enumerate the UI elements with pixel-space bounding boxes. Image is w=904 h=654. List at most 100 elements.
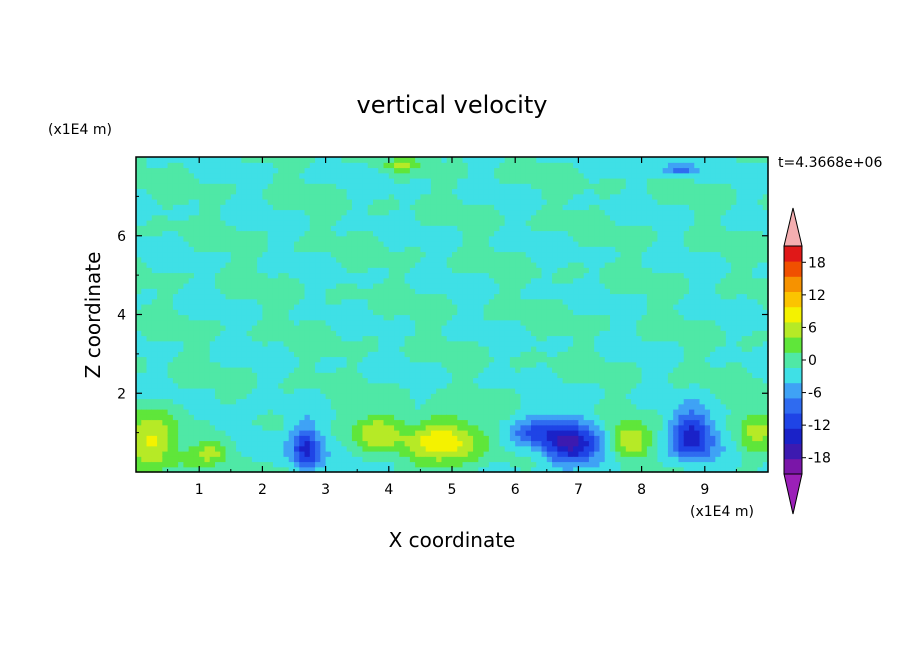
contour-cell	[262, 330, 269, 337]
contour-cell	[162, 214, 169, 221]
contour-cell	[299, 403, 306, 410]
contour-cell	[183, 435, 190, 442]
contour-cell	[367, 445, 374, 452]
contour-cell	[188, 288, 195, 295]
contour-cell	[520, 262, 527, 268]
contour-cell	[409, 304, 416, 310]
contour-cell	[404, 214, 411, 221]
contour-cell	[420, 277, 427, 284]
contour-cell	[536, 435, 543, 442]
contour-cell	[267, 414, 274, 421]
contour-cell	[562, 419, 569, 426]
contour-cell	[552, 220, 558, 226]
contour-cell	[288, 251, 295, 258]
contour-cell	[220, 262, 227, 268]
contour-cell	[441, 403, 448, 410]
contour-cell	[473, 377, 479, 384]
contour-cell	[215, 293, 221, 300]
contour-cell	[136, 435, 142, 442]
contour-cell	[315, 267, 321, 274]
contour-cell	[288, 466, 295, 473]
contour-cell	[388, 403, 395, 410]
contour-cell	[388, 461, 395, 468]
contour-cell	[236, 367, 242, 373]
contour-cell	[167, 461, 174, 468]
contour-cell	[373, 277, 379, 284]
contour-cell	[373, 262, 379, 268]
contour-cell	[346, 403, 353, 410]
contour-cell	[509, 351, 516, 358]
contour-cell	[562, 235, 569, 242]
contour-cell	[267, 314, 274, 321]
contour-cell	[504, 351, 511, 358]
contour-cell	[415, 241, 421, 247]
contour-cell	[499, 272, 506, 279]
contour-cell	[288, 372, 295, 379]
contour-cell	[425, 325, 432, 331]
contour-cell	[557, 267, 564, 274]
contour-cell	[467, 225, 474, 232]
contour-cell	[573, 414, 579, 421]
contour-cell	[362, 188, 369, 195]
contour-cell	[557, 209, 564, 216]
contour-cell	[299, 361, 306, 368]
contour-cell	[136, 167, 142, 174]
contour-cell	[257, 204, 263, 211]
contour-cell	[446, 304, 453, 310]
contour-cell	[172, 330, 179, 337]
contour-cell	[373, 445, 379, 452]
contour-cell	[183, 451, 190, 457]
contour-cell	[315, 414, 321, 421]
contour-cell	[473, 241, 479, 247]
contour-cell	[241, 230, 248, 237]
contour-cell	[199, 325, 206, 331]
contour-cell	[183, 172, 190, 179]
contour-cell	[341, 298, 348, 305]
contour-cell	[373, 382, 379, 389]
contour-cell	[257, 466, 263, 473]
contour-cell	[167, 466, 174, 473]
contour-cell	[525, 330, 532, 337]
contour-cell	[199, 403, 206, 410]
contour-cell	[388, 267, 395, 274]
contour-cell	[230, 382, 237, 389]
contour-cell	[315, 241, 321, 247]
contour-cell	[446, 440, 453, 447]
contour-cell	[278, 241, 285, 247]
contour-cell	[157, 335, 163, 342]
contour-cell	[473, 361, 479, 368]
contour-cell	[531, 335, 537, 342]
contour-cell	[351, 283, 358, 289]
contour-cell	[478, 319, 485, 326]
contour-cell	[236, 199, 242, 205]
contour-cell	[257, 403, 263, 410]
contour-cell	[504, 461, 511, 468]
contour-cell	[394, 340, 400, 347]
contour-cell	[294, 340, 300, 347]
contour-cell	[473, 272, 479, 279]
contour-cell	[136, 235, 142, 242]
contour-cell	[188, 435, 195, 442]
contour-cell	[204, 256, 211, 263]
contour-cell	[420, 199, 427, 205]
contour-cell	[446, 346, 453, 352]
contour-cell	[452, 440, 458, 447]
contour-cell	[199, 230, 206, 237]
contour-cell	[467, 178, 474, 184]
contour-cell	[141, 293, 148, 300]
contour-cell	[346, 204, 353, 211]
contour-cell	[515, 372, 522, 379]
contour-cell	[515, 199, 522, 205]
contour-cell	[288, 398, 295, 405]
contour-cell	[167, 361, 174, 368]
contour-cell	[278, 330, 285, 337]
contour-cell	[230, 414, 237, 421]
contour-cell	[267, 440, 274, 447]
contour-cell	[562, 372, 569, 379]
contour-cell	[209, 403, 216, 410]
contour-cell	[146, 325, 153, 331]
contour-cell	[178, 220, 184, 226]
contour-cell	[525, 466, 532, 473]
contour-cell	[162, 204, 169, 211]
contour-cell	[457, 367, 464, 373]
